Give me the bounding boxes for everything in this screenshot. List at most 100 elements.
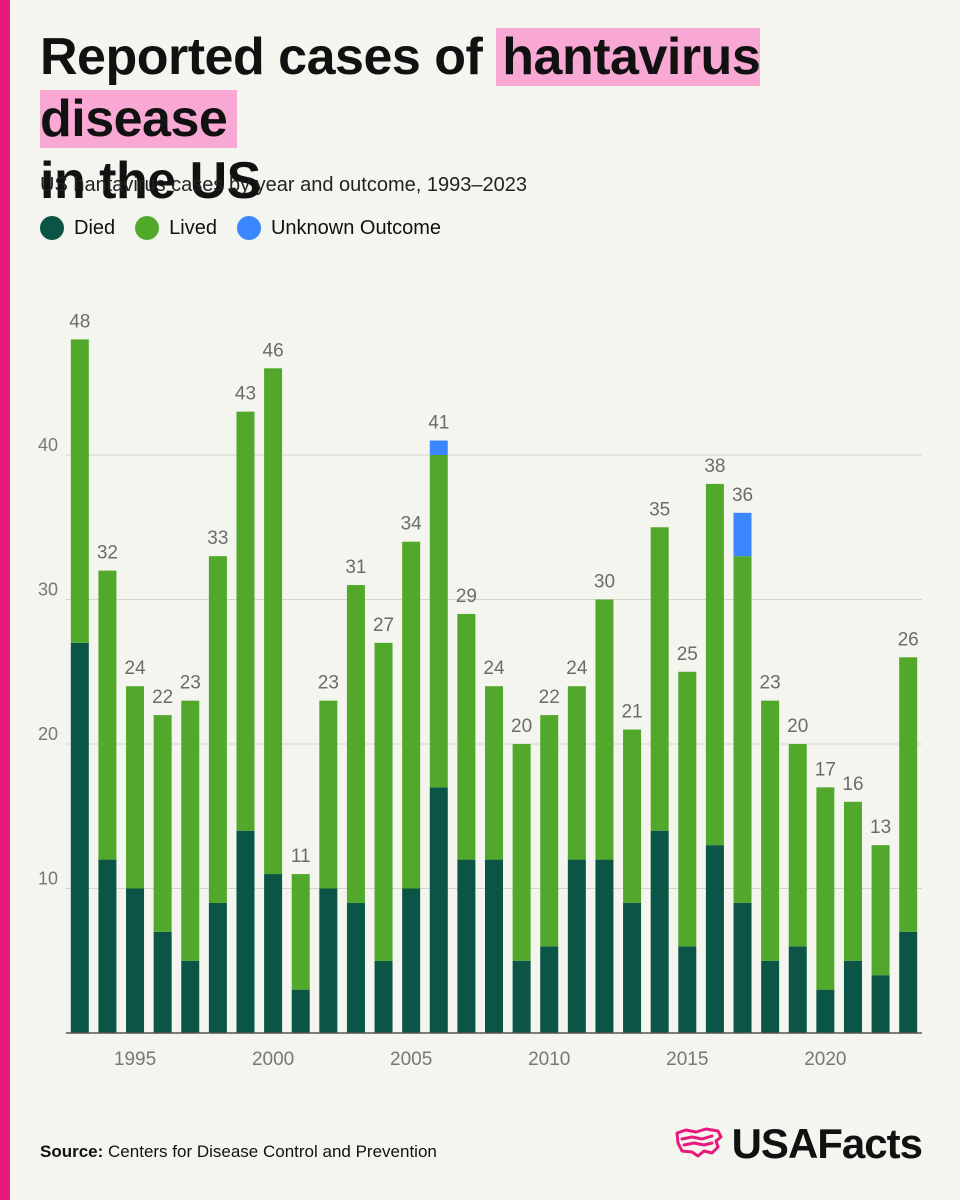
bar-2006-lived xyxy=(429,455,448,788)
legend-item-unknown: Unknown Outcome xyxy=(236,216,441,240)
total-label-2011: 24 xyxy=(566,658,588,679)
bar-2018-lived xyxy=(761,700,780,961)
bar-2016-lived xyxy=(705,483,724,846)
total-label-2010: 22 xyxy=(539,687,560,708)
bar-2012-died xyxy=(595,859,614,1033)
bar-2001-lived xyxy=(291,874,310,990)
total-label-2016: 38 xyxy=(704,456,725,477)
x-tick-label-2005: 2005 xyxy=(390,1049,432,1070)
total-label-2021: 16 xyxy=(842,774,863,795)
total-label-2008: 24 xyxy=(483,658,505,679)
bar-2019-lived xyxy=(788,744,807,947)
total-label-2019: 20 xyxy=(787,716,808,737)
total-label-1998: 33 xyxy=(207,528,228,549)
bar-2014-lived xyxy=(650,527,669,831)
total-label-2017: 36 xyxy=(732,485,753,506)
bar-2009-lived xyxy=(512,744,531,961)
bar-2017-died xyxy=(733,902,752,1033)
bar-1995-lived xyxy=(126,686,145,889)
bar-2021-died xyxy=(843,960,862,1033)
bar-2021-lived xyxy=(843,801,862,961)
bar-2007-lived xyxy=(457,613,476,860)
bar-2022-died xyxy=(871,975,890,1033)
usa-map-logo-icon xyxy=(674,1125,724,1164)
bar-2017-lived xyxy=(733,556,752,903)
bar-2009-died xyxy=(512,960,531,1033)
legend-swatch-died xyxy=(40,216,64,240)
total-label-1997: 23 xyxy=(180,673,201,694)
bar-1996-died xyxy=(153,931,172,1033)
total-label-2000: 46 xyxy=(263,340,284,361)
bar-1993-died xyxy=(70,642,89,1033)
total-label-2013: 21 xyxy=(621,702,642,723)
bar-2023-died xyxy=(899,931,918,1033)
bar-2006-unknown-outcome xyxy=(429,440,448,455)
y-tick-label-40: 40 xyxy=(38,435,58,455)
title-part-2: in the US xyxy=(40,152,261,210)
brand-logo: USAFacts xyxy=(674,1120,923,1168)
total-label-1994: 32 xyxy=(97,543,118,564)
x-tick-label-2015: 2015 xyxy=(666,1049,708,1070)
bar-2004-lived xyxy=(374,642,393,961)
bar-2004-died xyxy=(374,960,393,1033)
bar-2018-died xyxy=(761,960,780,1033)
bar-2002-lived xyxy=(319,700,338,889)
bar-1997-died xyxy=(181,960,200,1033)
bar-1997-lived xyxy=(181,700,200,961)
total-label-2015: 25 xyxy=(677,644,698,665)
bar-1999-died xyxy=(236,830,255,1033)
stacked-bar-chart: 10 20 30 40 48 32 24 22 23 33 43 46 11 23 31 27 34 41 29 24… xyxy=(38,311,922,1070)
bar-2015-died xyxy=(678,946,697,1033)
bar-2003-died xyxy=(346,902,365,1033)
total-label-2002: 23 xyxy=(318,673,339,694)
bar-2016-died xyxy=(705,845,724,1033)
source-text: Centers for Disease Control and Preventi… xyxy=(108,1142,437,1161)
bar-2007-died xyxy=(457,859,476,1033)
total-label-2022: 13 xyxy=(870,817,891,838)
bar-1994-died xyxy=(98,859,117,1033)
total-label-1993: 48 xyxy=(69,311,90,332)
bar-2017-unknown-outcome xyxy=(733,512,752,557)
x-tick-label-2010: 2010 xyxy=(528,1049,570,1070)
total-label-2001: 11 xyxy=(291,846,311,867)
total-label-2020: 17 xyxy=(815,759,836,780)
bar-2005-died xyxy=(402,888,421,1033)
total-label-2009: 20 xyxy=(511,716,532,737)
legend-swatch-unknown xyxy=(236,216,261,240)
total-label-1995: 24 xyxy=(124,658,146,679)
total-label-2007: 29 xyxy=(456,586,477,607)
bar-2006-died xyxy=(429,787,448,1033)
bar-1996-lived xyxy=(153,715,172,932)
brand-name: USAFacts xyxy=(731,1120,923,1167)
bar-2002-died xyxy=(319,888,338,1033)
bar-2023-lived xyxy=(899,657,918,932)
total-label-1999: 43 xyxy=(235,384,256,405)
bar-2013-died xyxy=(623,902,642,1033)
bar-2005-lived xyxy=(402,541,421,889)
legend-swatch-lived xyxy=(135,216,160,240)
bar-2008-lived xyxy=(485,686,503,860)
y-tick-label-10: 10 xyxy=(38,869,58,889)
bar-2003-lived xyxy=(346,585,365,903)
bar-1998-lived xyxy=(208,556,227,903)
x-tick-label-2000: 2000 xyxy=(252,1049,294,1070)
bar-2001-died xyxy=(291,989,310,1033)
total-label-2014: 35 xyxy=(649,499,670,520)
legend-item-died: Died xyxy=(40,216,115,240)
bar-1999-lived xyxy=(236,411,255,831)
source-label: Source: xyxy=(40,1142,104,1161)
x-tick-label-1995: 1995 xyxy=(114,1049,156,1070)
source-note: Source: Centers for Disease Control and … xyxy=(40,1142,437,1162)
bar-2022-lived xyxy=(871,845,890,976)
title-part-1: Reported cases of xyxy=(40,28,497,86)
total-label-2003: 31 xyxy=(345,557,366,578)
bar-2019-died xyxy=(788,946,807,1033)
bar-2012-lived xyxy=(595,599,614,860)
total-label-2023: 26 xyxy=(898,629,919,650)
bar-2000-died xyxy=(264,874,283,1033)
bar-2014-died xyxy=(650,830,669,1033)
legend-item-lived: Lived xyxy=(135,216,217,240)
bar-2020-lived xyxy=(816,787,835,990)
bar-2011-lived xyxy=(567,686,586,860)
total-label-2012: 30 xyxy=(594,572,615,593)
